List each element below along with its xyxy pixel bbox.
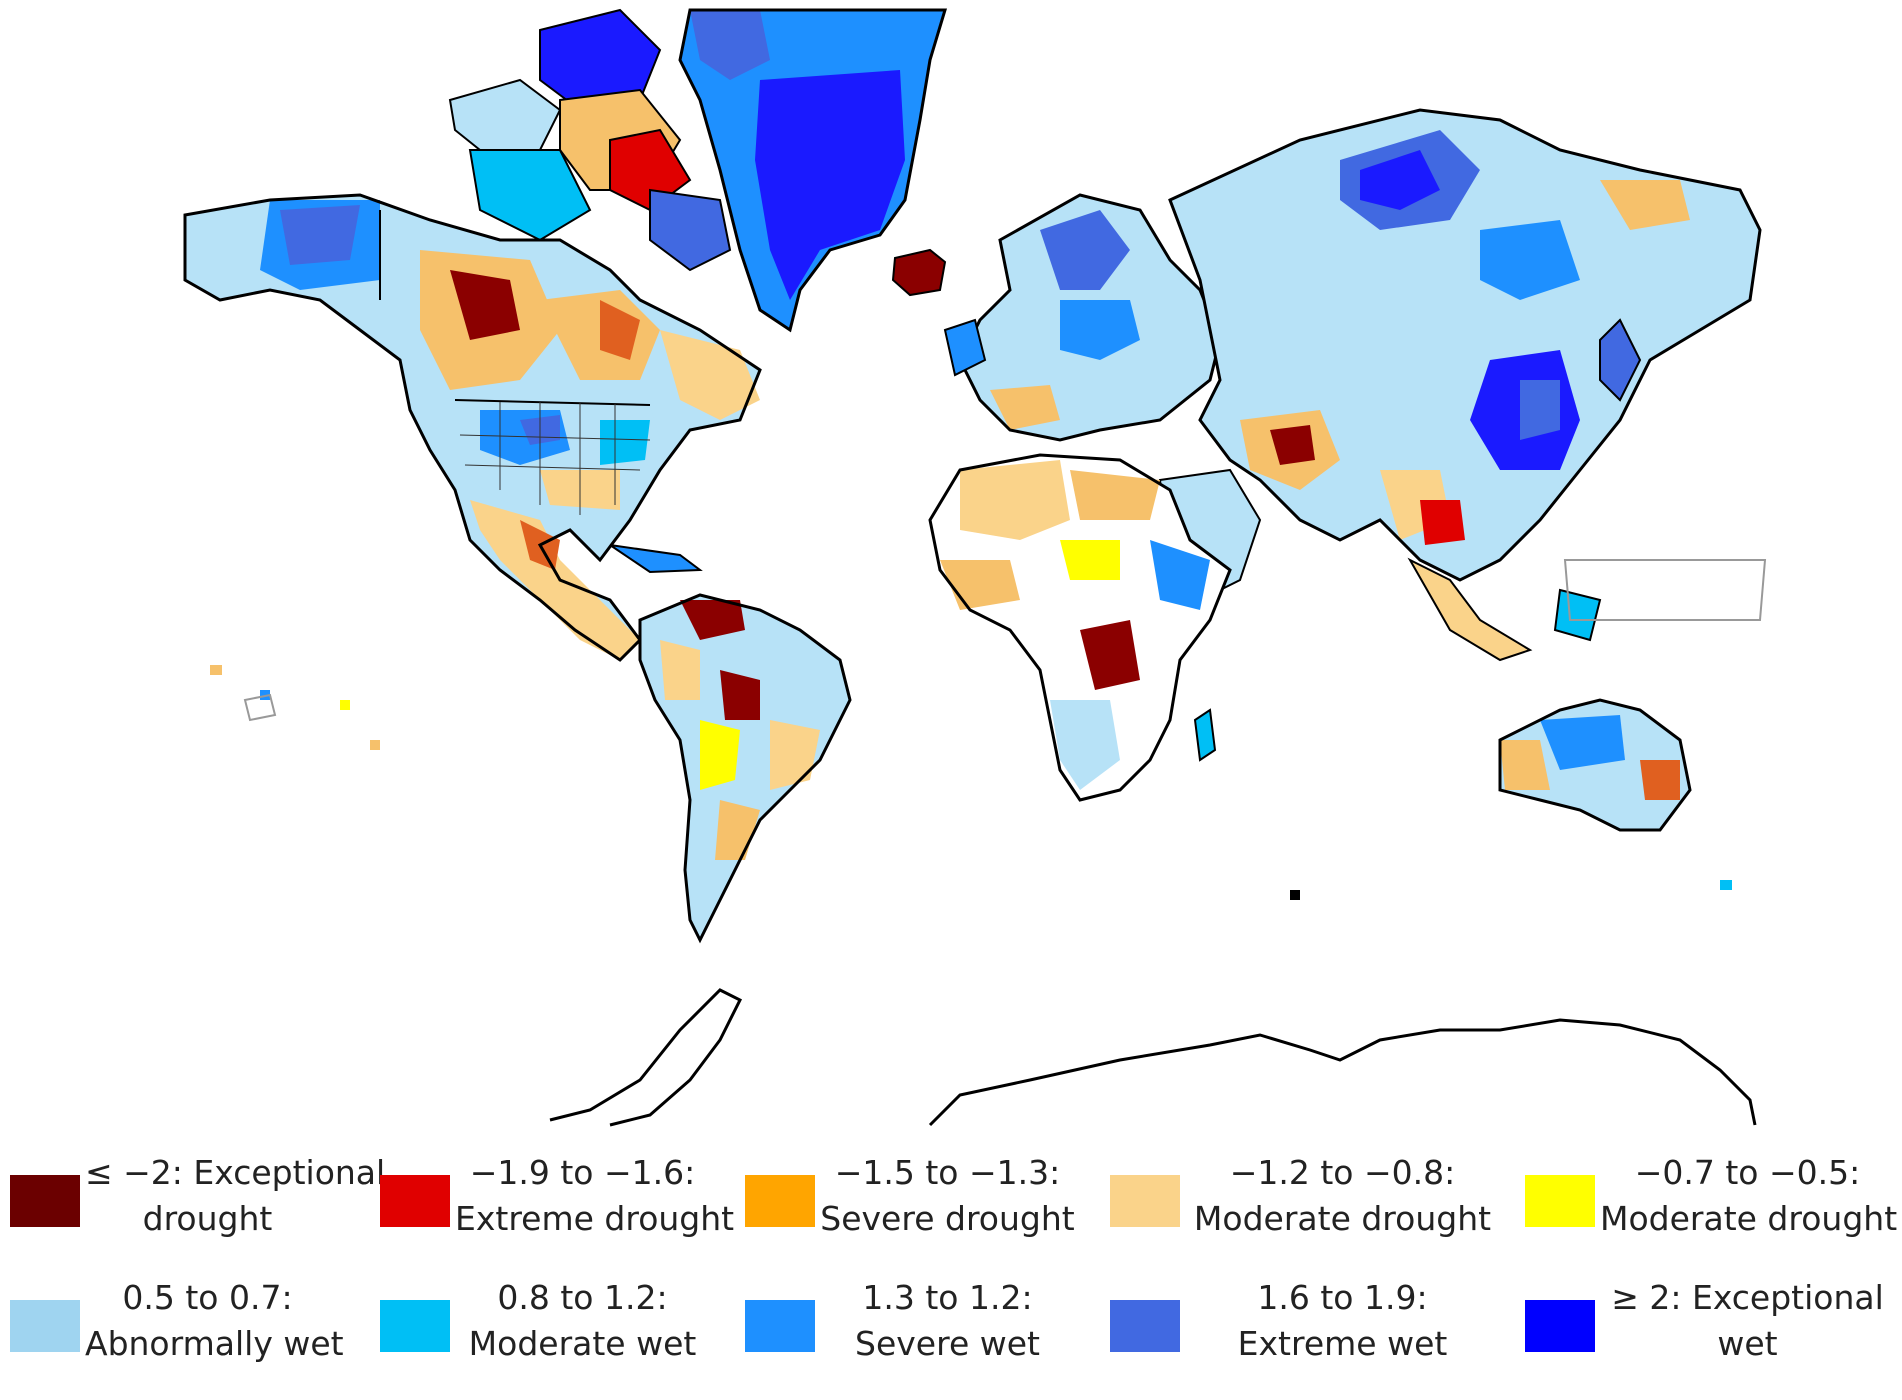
legend-item: 0.5 to 0.7: Abnormally wet <box>0 1275 344 1385</box>
legend-swatch <box>1525 1300 1595 1352</box>
antarctic-peninsula <box>549 988 743 1127</box>
legend-description: Extreme wet <box>1237 1324 1448 1363</box>
legend-range: 1.3 to 1.2: <box>862 1278 1033 1317</box>
legend-label: −1.2 to −0.8: Moderate drought <box>1185 1150 1500 1242</box>
south-america-region <box>638 593 852 944</box>
legend-swatch <box>380 1175 450 1227</box>
legend-swatch <box>745 1300 815 1352</box>
legend-swatch <box>10 1175 80 1227</box>
antarctica-coastline <box>928 1018 1757 1127</box>
legend-item: −1.5 to −1.3: Severe drought <box>735 1150 1075 1260</box>
drought-map <box>183 8 1767 1127</box>
legend-range: −1.5 to −1.3: <box>834 1153 1061 1192</box>
legend-description: wet <box>1717 1324 1778 1363</box>
legend-label: 0.8 to 1.2: Moderate wet <box>455 1275 710 1367</box>
legend-item: −1.2 to −0.8: Moderate drought <box>1100 1150 1500 1260</box>
legend-description: Moderate drought <box>1193 1199 1492 1238</box>
caribbean-region <box>609 544 703 574</box>
legend-item: ≥ 2: Exceptional wet <box>1515 1275 1895 1385</box>
legend-label: −1.9 to −1.6: Extreme drought <box>455 1150 735 1242</box>
legend-label: ≥ 2: Exceptional wet <box>1600 1275 1895 1367</box>
europe-region <box>943 193 1222 442</box>
legend-description: Abnormally wet <box>85 1324 344 1363</box>
legend-range: 1.6 to 1.9: <box>1257 1278 1428 1317</box>
legend-item: −0.7 to −0.5: Moderate drought <box>1515 1150 1898 1260</box>
greenland-region <box>678 8 948 333</box>
legend-description: Severe wet <box>855 1324 1040 1363</box>
legend-description: drought <box>142 1199 273 1238</box>
legend-item: ≤ −2: Exceptional drought <box>0 1150 386 1260</box>
legend-description: Severe drought <box>820 1199 1075 1238</box>
legend-range: 0.5 to 0.7: <box>122 1278 293 1317</box>
legend-swatch <box>1525 1175 1595 1227</box>
legend-item: 0.8 to 1.2: Moderate wet <box>370 1275 710 1385</box>
legend-label: 0.5 to 0.7: Abnormally wet <box>85 1275 344 1367</box>
north-america-region <box>183 193 762 662</box>
africa-region <box>928 453 1232 802</box>
legend-swatch <box>1110 1300 1180 1352</box>
legend-item: 1.6 to 1.9: Extreme wet <box>1100 1275 1500 1385</box>
legend-description: Moderate wet <box>468 1324 697 1363</box>
legend-swatch <box>380 1300 450 1352</box>
pacific-islands <box>210 665 1732 900</box>
legend-swatch <box>745 1175 815 1227</box>
legend-swatch <box>10 1300 80 1352</box>
legend-range: −1.2 to −0.8: <box>1229 1153 1456 1192</box>
legend-range: ≥ 2: Exceptional <box>1611 1278 1884 1317</box>
legend-item: 1.3 to 1.2: Severe wet <box>735 1275 1075 1385</box>
legend-label: −0.7 to −0.5: Moderate drought <box>1600 1150 1898 1242</box>
iceland-region <box>891 248 947 297</box>
legend-range: 0.8 to 1.2: <box>497 1278 668 1317</box>
legend-description: Extreme drought <box>455 1199 735 1238</box>
legend-label: 1.3 to 1.2: Severe wet <box>820 1275 1075 1367</box>
legend-range: −1.9 to −1.6: <box>469 1153 696 1192</box>
legend-range: −0.7 to −0.5: <box>1634 1153 1861 1192</box>
legend-label: ≤ −2: Exceptional drought <box>85 1150 386 1242</box>
legend-description: Moderate drought <box>1600 1199 1898 1238</box>
arctic-islands-region <box>448 8 732 272</box>
asia-region <box>1168 108 1767 662</box>
legend-label: 1.6 to 1.9: Extreme wet <box>1185 1275 1500 1367</box>
legend-item: −1.9 to −1.6: Extreme drought <box>370 1150 735 1260</box>
legend-range: ≤ −2: Exceptional <box>85 1153 386 1192</box>
australia-region <box>1498 698 1692 832</box>
legend: ≤ −2: Exceptional drought −1.9 to −1.6: Ext… <box>0 1150 1902 1400</box>
legend-swatch <box>1110 1175 1180 1227</box>
legend-label: −1.5 to −1.3: Severe drought <box>820 1150 1075 1242</box>
